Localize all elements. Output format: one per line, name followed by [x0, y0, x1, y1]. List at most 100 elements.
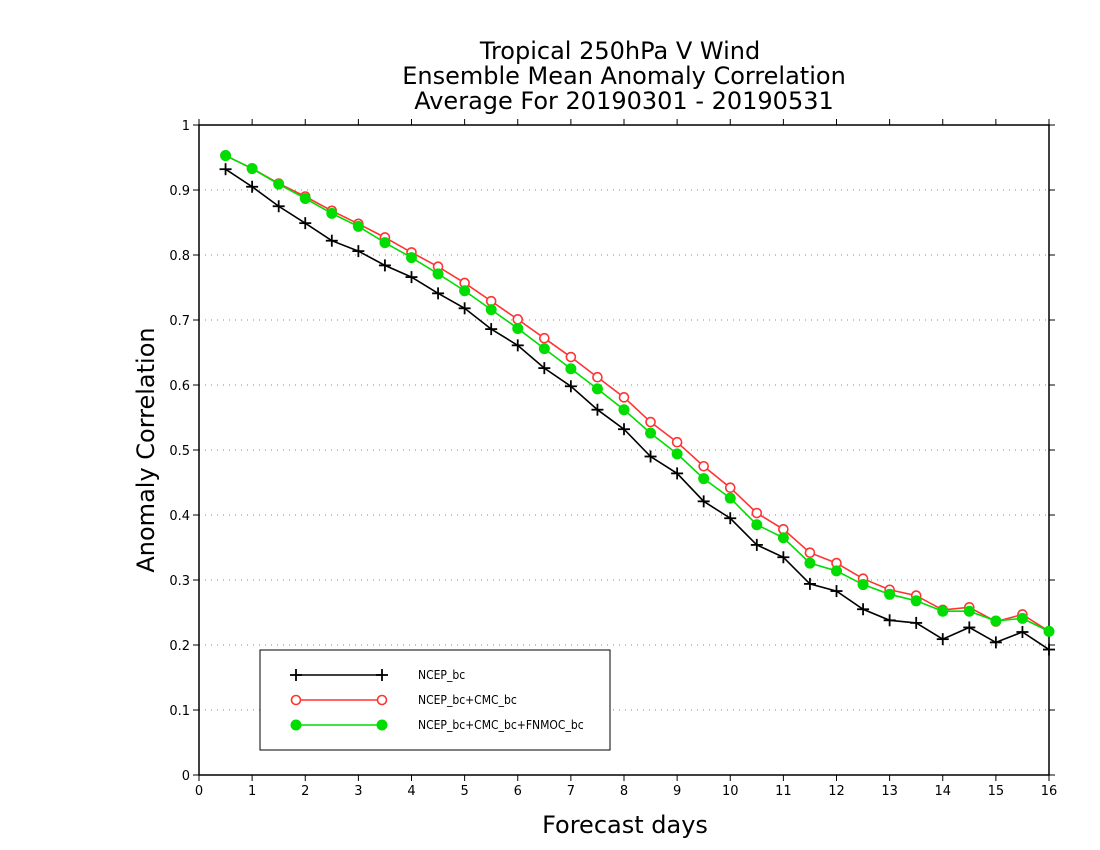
series-0-point-30 — [1016, 626, 1029, 638]
series-2-point-18 — [698, 473, 710, 485]
series-0-point-6 — [378, 259, 391, 272]
series-2-point-17 — [671, 448, 683, 460]
series-0-point-29 — [989, 636, 1002, 649]
y-tick-label-9: 0.9 — [169, 184, 190, 199]
series-2-point-7 — [406, 252, 417, 264]
series-1-point-11 — [512, 314, 524, 325]
x-tick-label-15: 15 — [988, 784, 1005, 799]
series-2-point-22 — [804, 557, 816, 569]
x-tick-label-1: 1 — [248, 784, 256, 799]
x-tick-label-3: 3 — [354, 784, 362, 799]
y-tick-label-6: 0.6 — [169, 379, 190, 394]
x-tick-label-10: 10 — [722, 784, 739, 799]
series-1-point-22 — [804, 547, 816, 559]
series — [219, 150, 1055, 656]
series-1-point-18 — [698, 460, 709, 472]
series-0-point-13 — [564, 380, 577, 393]
series-2-point-21 — [777, 532, 789, 544]
y-tick-label-5: 0.5 — [169, 444, 190, 459]
chart-title-line-3: Average For 20190301 - 20190531 — [414, 87, 834, 115]
series-0-point-21 — [777, 551, 790, 564]
series-0-point-16 — [644, 450, 657, 463]
series-2-point-31 — [1043, 625, 1055, 637]
chart-title-line-2: Ensemble Mean Anomaly Correlation — [402, 62, 846, 90]
series-2-point-8 — [432, 268, 444, 280]
series-2-point-26 — [910, 595, 922, 607]
series-0-point-1 — [246, 180, 259, 193]
series-line-2 — [225, 154, 1050, 633]
series-2-point-5 — [352, 220, 364, 232]
x-tick-label-16: 16 — [1041, 784, 1058, 799]
x-tick-label-13: 13 — [881, 784, 898, 799]
series-2-point-29 — [990, 615, 1002, 627]
x-tick-label-6: 6 — [514, 784, 522, 799]
x-tick-label-0: 0 — [195, 784, 203, 799]
x-axis-title: Forecast days — [542, 811, 708, 839]
series-2-point-28 — [963, 605, 975, 617]
legend-marker-end-1 — [376, 694, 388, 706]
series-0-point-17 — [671, 467, 684, 480]
y-tick-label-10: 1 — [182, 119, 190, 134]
series-2-point-6 — [379, 237, 391, 249]
series-2-point-9 — [459, 285, 471, 297]
legend: NCEP_bc NCEP_bc+CMC_bc NCEP_bc+CMC_bc+FNMO… — [259, 649, 611, 751]
series-2-point-1 — [246, 163, 258, 175]
y-tick-label-0: 0 — [182, 769, 190, 784]
series-0-point-12 — [538, 362, 551, 375]
series-0-point-27 — [936, 633, 949, 646]
x-tick-label-7: 7 — [567, 784, 575, 799]
series-0-point-15 — [618, 423, 630, 436]
x-tick-label-5: 5 — [460, 784, 468, 799]
grid — [199, 189, 1049, 711]
series-0-point-5 — [352, 245, 365, 258]
series-2 — [220, 150, 1055, 637]
legend-label-2: NCEP_bc+CMC_bc+FNMOC_bc — [418, 718, 584, 732]
series-2-point-30 — [1016, 612, 1028, 624]
series-0-point-26 — [910, 616, 923, 629]
series-0-point-24 — [857, 603, 870, 616]
series-0-point-8 — [432, 287, 445, 300]
series-2-point-24 — [857, 579, 869, 591]
series-0-point-28 — [963, 621, 976, 634]
series-2-point-2 — [273, 178, 285, 190]
x-tick-label-9: 9 — [673, 784, 681, 799]
series-0-point-9 — [458, 302, 471, 315]
series-0-point-10 — [485, 323, 498, 336]
series-2-point-13 — [565, 363, 577, 375]
series-0-point-31 — [1043, 643, 1055, 656]
series-1-point-20 — [751, 507, 763, 519]
series-2-point-14 — [591, 383, 603, 395]
series-0-point-23 — [830, 585, 843, 598]
legend-marker-end-2 — [376, 719, 388, 731]
series-2-point-4 — [326, 207, 338, 219]
series-0-point-0 — [219, 163, 232, 176]
legend-marker-start-2 — [290, 719, 302, 731]
series-0 — [219, 163, 1055, 656]
legend-marker-end-0 — [376, 669, 388, 681]
x-tick-label-11: 11 — [775, 784, 792, 799]
x-tick-label-4: 4 — [407, 784, 415, 799]
series-0-point-3 — [299, 217, 312, 230]
x-tick-label-12: 12 — [828, 784, 845, 799]
series-2-point-12 — [538, 343, 550, 355]
series-2-point-15 — [618, 404, 630, 416]
series-2-point-16 — [645, 427, 657, 439]
legend-marker-start-1 — [290, 694, 302, 706]
series-1-point-14 — [592, 371, 603, 383]
legend-marker-start-0 — [290, 669, 302, 681]
series-2-point-20 — [751, 519, 763, 531]
legend-label-1: NCEP_bc+CMC_bc — [418, 693, 517, 707]
x-tick-label-8: 8 — [620, 784, 628, 799]
series-2-point-25 — [884, 588, 896, 600]
y-axis-title: Anomaly Correlation — [132, 327, 160, 572]
series-line-1 — [225, 154, 1050, 633]
chart-title-line-1: Tropical 250hPa V Wind — [479, 37, 760, 65]
y-tick-label-1: 0.1 — [169, 704, 190, 719]
series-1-point-12 — [539, 332, 550, 344]
series-0-point-20 — [750, 538, 763, 551]
series-1-point-19 — [724, 482, 736, 494]
x-tick-label-2: 2 — [301, 784, 309, 799]
legend-label-0: NCEP_bc — [418, 668, 465, 682]
series-2-point-11 — [512, 322, 524, 334]
series-2-point-23 — [831, 565, 842, 577]
